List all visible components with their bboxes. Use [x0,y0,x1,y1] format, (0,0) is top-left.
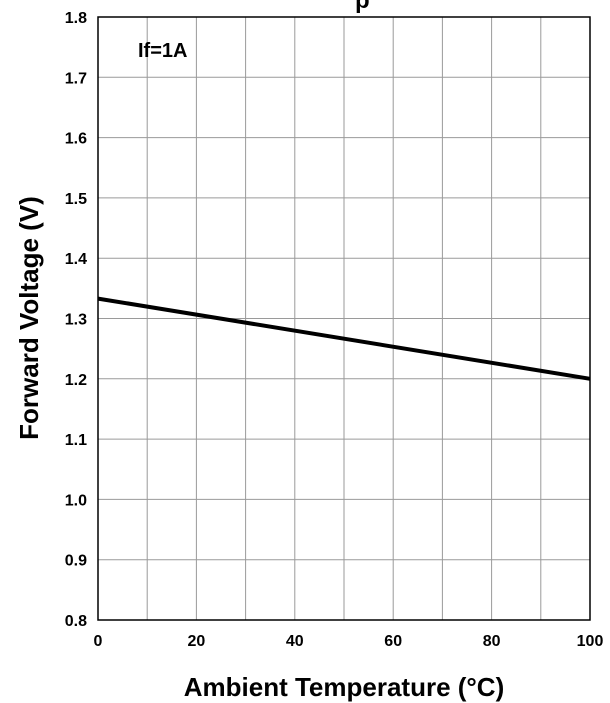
series-layer [97,296,591,381]
y-tick-label: 1.7 [65,70,87,87]
chart-title-fragment: p [355,0,370,14]
x-tick-label: 40 [286,633,304,650]
x-tick-label: 100 [577,633,604,650]
y-tick-label: 1.6 [65,131,87,148]
y-tick-label: 1.2 [65,372,87,389]
x-axis-tick-labels: 0 20 40 60 80 100 [94,633,604,650]
y-tick-label: 0.8 [65,613,87,630]
y-tick-label: 1.4 [65,251,87,268]
y-tick-label: 1.1 [65,432,87,449]
x-axis-title: Ambient Temperature (°C) [184,672,505,702]
y-tick-label: 1.0 [65,492,87,509]
y-tick-label: 1.8 [65,10,87,27]
y-axis-title: Forward Voltage (V) [14,196,44,440]
x-tick-label: 80 [483,633,501,650]
y-axis-tick-labels: 0.8 0.9 1.0 1.1 1.2 1.3 1.4 1.5 1.6 1.7 1.8 [65,10,87,630]
y-tick-label: 1.3 [65,312,87,329]
y-tick-label: 0.9 [65,553,87,570]
plot-area-frame [97,16,591,621]
series-line [97,296,591,381]
y-tick-label: 1.5 [65,191,87,208]
x-tick-label: 60 [384,633,402,650]
x-tick-label: 20 [188,633,206,650]
x-tick-label: 0 [94,633,103,650]
grid-lines [98,17,590,620]
current-condition-annotation: If=1A [138,40,187,62]
